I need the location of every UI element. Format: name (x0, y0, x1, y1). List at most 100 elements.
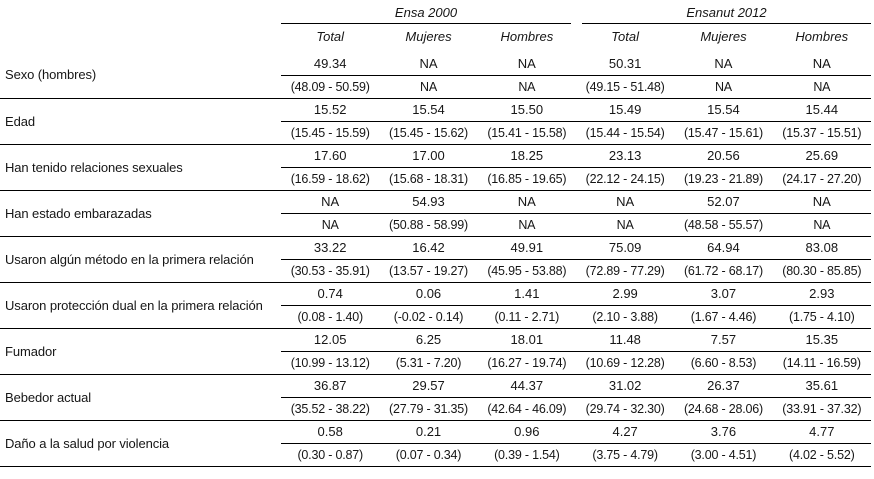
group-header-label: Ensa 2000 (281, 5, 571, 24)
confidence-interval-row: (30.53 - 35.91) (13.57 - 19.27) (45.95 - 5… (0, 259, 871, 283)
ci-cell: (16.85 - 19.65) (477, 167, 576, 191)
ci-cell: (15.44 - 15.54) (575, 121, 675, 145)
column-header-total-ensa: Total (316, 29, 345, 44)
table-row: Usaron protección dual en la primera rel… (0, 282, 871, 329)
ci-cell: (29.74 - 32.30) (575, 397, 675, 421)
value-cell: 49.34 (281, 52, 380, 76)
corner-cell (0, 2, 281, 24)
ci-cell: NA (281, 213, 380, 237)
row-label: Han tenido relaciones sexuales (0, 144, 282, 191)
value-cell: 0.21 (379, 420, 478, 444)
ci-cell: (-0.02 - 0.14) (379, 305, 478, 329)
row-label: Han estado embarazadas (0, 190, 282, 237)
ci-cell: NA (772, 213, 871, 237)
value-cell: 31.02 (575, 374, 675, 398)
ci-cell: (15.45 - 15.59) (281, 121, 380, 145)
ci-cell: (19.23 - 21.89) (674, 167, 773, 191)
column-header-hombres-ensanut: Hombres (795, 29, 849, 44)
ci-cell: (15.41 - 15.58) (477, 121, 576, 145)
ci-cell: NA (477, 213, 576, 237)
value-cell: 0.96 (477, 420, 576, 444)
value-cell: 33.22 (281, 236, 380, 260)
ci-cell: NA (379, 75, 478, 99)
confidence-interval-row: (48.09 - 50.59) NA NA (49.15 - 51.48) NA NA (0, 75, 871, 99)
value-cell: NA (772, 190, 871, 214)
ci-cell: (48.09 - 50.59) (281, 75, 380, 99)
ci-cell: (14.11 - 16.59) (772, 351, 871, 375)
value-cell: 1.41 (477, 282, 576, 306)
ci-cell: (0.39 - 1.54) (477, 443, 576, 467)
value-cell: 16.42 (379, 236, 478, 260)
ci-cell: (10.69 - 12.28) (575, 351, 675, 375)
table-row: Daño a la salud por violencia 0.58 0.21 0.9… (0, 420, 871, 467)
table-row: Han estado embarazadas NA 54.93 NA NA 52.07 NA (0, 190, 871, 237)
ci-cell: (0.08 - 1.40) (281, 305, 380, 329)
value-cell: 29.57 (379, 374, 478, 398)
value-cell: NA (379, 52, 478, 76)
ci-cell: (27.79 - 31.35) (379, 397, 478, 421)
row-label: Edad (0, 98, 282, 145)
value-cell: NA (477, 52, 576, 76)
row-label: Fumador (0, 328, 282, 375)
confidence-interval-row: NA (50.88 - 58.99) NA NA (48.58 - 55.57) NA (0, 213, 871, 237)
value-cell: NA (674, 52, 773, 76)
confidence-interval-row: (16.59 - 18.62) (15.68 - 18.31) (16.85 - 1… (0, 167, 871, 191)
confidence-interval-row: (35.52 - 38.22) (27.79 - 31.35) (42.64 - 4… (0, 397, 871, 421)
ci-cell: (42.64 - 46.09) (477, 397, 576, 421)
ci-cell: (3.75 - 4.79) (575, 443, 675, 467)
value-cell: 12.05 (281, 328, 380, 352)
row-label: Usaron protección dual en la primera rel… (0, 282, 282, 329)
table-row: Edad 15.52 15.54 15.50 15.49 15.54 15.44 (0, 98, 871, 145)
value-cell: 15.35 (772, 328, 871, 352)
ci-cell: NA (674, 75, 773, 99)
value-cell: 36.87 (281, 374, 380, 398)
value-cell: 50.31 (575, 52, 675, 76)
ci-cell: (35.52 - 38.22) (281, 397, 380, 421)
table-row: Bebedor actual 36.87 29.57 44.37 31.02 26.37 3… (0, 374, 871, 421)
value-cell: 44.37 (477, 374, 576, 398)
value-cell: 0.74 (281, 282, 380, 306)
value-cell: 64.94 (674, 236, 773, 260)
ci-cell: (48.58 - 55.57) (674, 213, 773, 237)
row-label: Sexo (hombres) (0, 52, 282, 99)
confidence-interval-row: (10.99 - 13.12) (5.31 - 7.20) (16.27 - 19.… (0, 351, 871, 375)
ci-cell: (61.72 - 68.17) (674, 259, 773, 283)
ci-cell: (22.12 - 24.15) (575, 167, 675, 191)
value-cell: 83.08 (772, 236, 871, 260)
column-header-mujeres-ensa: Mujeres (405, 29, 452, 44)
column-header-hombres-ensa: Hombres (500, 29, 554, 44)
ci-cell: NA (575, 213, 675, 237)
value-cell: 15.50 (477, 98, 576, 122)
group-header-label: Ensanut 2012 (581, 5, 871, 24)
ci-cell: (49.15 - 51.48) (575, 75, 675, 99)
ci-cell: (15.68 - 18.31) (379, 167, 478, 191)
ci-cell: (2.10 - 3.88) (575, 305, 675, 329)
ci-cell: (13.57 - 19.27) (379, 259, 478, 283)
value-cell: 18.25 (477, 144, 576, 168)
value-cell: 17.60 (281, 144, 380, 168)
table-row: Fumador 12.05 6.25 18.01 11.48 7.57 15.35 (0, 328, 871, 375)
ci-cell: (72.89 - 77.29) (575, 259, 675, 283)
confidence-interval-row: (0.08 - 1.40) (-0.02 - 0.14) (0.11 - 2.71)… (0, 305, 871, 329)
value-cell: NA (477, 190, 576, 214)
row-label: Usaron algún método en la primera relaci… (0, 236, 282, 283)
ci-cell: (24.17 - 27.20) (772, 167, 871, 191)
ci-cell: (16.27 - 19.74) (477, 351, 576, 375)
value-cell: 2.93 (772, 282, 871, 306)
table-row: Usaron algún método en la primera relaci… (0, 236, 871, 283)
value-cell: 52.07 (674, 190, 773, 214)
value-cell: 15.52 (281, 98, 380, 122)
ci-cell: (0.30 - 0.87) (281, 443, 380, 467)
ci-cell: NA (772, 75, 871, 99)
value-cell: 0.06 (379, 282, 478, 306)
value-cell: 6.25 (379, 328, 478, 352)
ci-cell: (1.75 - 4.10) (772, 305, 871, 329)
value-cell: 11.48 (575, 328, 675, 352)
ci-cell: (4.02 - 5.52) (772, 443, 871, 467)
ci-cell: (0.11 - 2.71) (477, 305, 576, 329)
ci-cell: (10.99 - 13.12) (281, 351, 380, 375)
ci-cell: (6.60 - 8.53) (674, 351, 773, 375)
value-cell: 49.91 (477, 236, 576, 260)
value-cell: 4.77 (772, 420, 871, 444)
